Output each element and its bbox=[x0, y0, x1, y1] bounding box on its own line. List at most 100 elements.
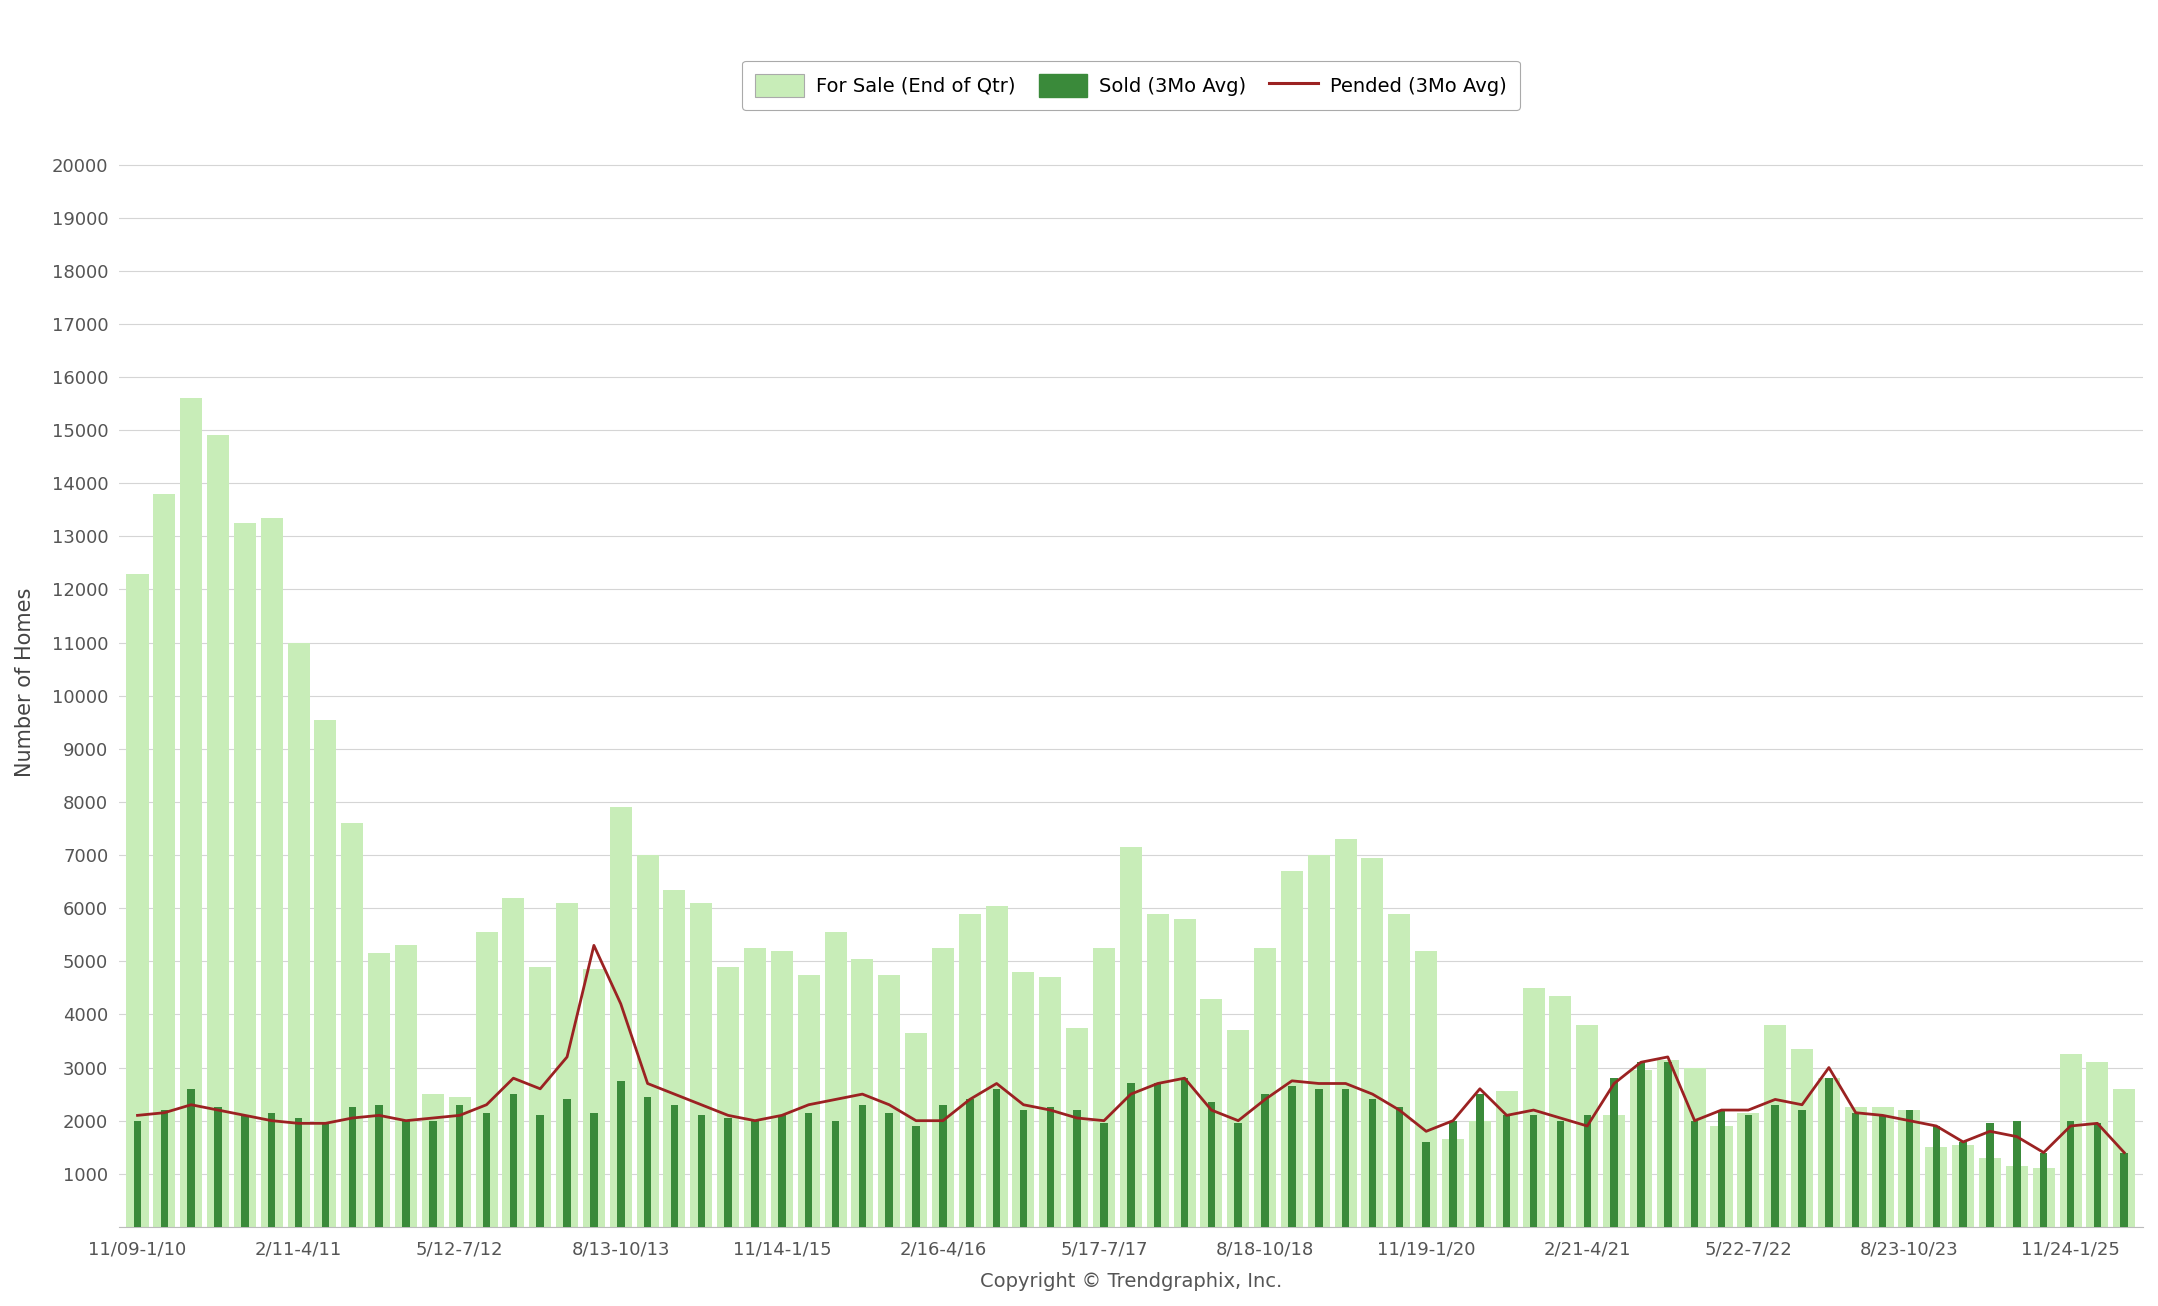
Bar bbox=[1282, 871, 1303, 1226]
Bar bbox=[1146, 913, 1170, 1226]
Bar bbox=[455, 1105, 464, 1226]
Bar bbox=[852, 959, 874, 1226]
Pended (3Mo Avg) bbox=[1655, 1049, 1681, 1064]
Bar bbox=[322, 1123, 330, 1226]
Bar bbox=[2005, 1166, 2029, 1226]
Bar bbox=[2039, 1153, 2048, 1226]
X-axis label: Copyright © Trendgraphix, Inc.: Copyright © Trendgraphix, Inc. bbox=[980, 1272, 1282, 1292]
Bar bbox=[1308, 855, 1329, 1226]
Bar bbox=[1765, 1025, 1787, 1226]
Bar bbox=[770, 951, 792, 1226]
Bar bbox=[1180, 1079, 1189, 1226]
Bar bbox=[1422, 1141, 1431, 1226]
Pended (3Mo Avg) bbox=[285, 1115, 311, 1131]
Bar bbox=[2113, 1089, 2134, 1226]
Bar bbox=[268, 1113, 276, 1226]
Bar bbox=[1575, 1025, 1599, 1226]
Bar bbox=[475, 932, 498, 1226]
Bar bbox=[663, 889, 686, 1226]
Bar bbox=[1442, 1139, 1463, 1226]
Bar bbox=[878, 974, 900, 1226]
Bar bbox=[1584, 1115, 1590, 1226]
Bar bbox=[824, 932, 846, 1226]
Bar bbox=[745, 948, 766, 1226]
Bar bbox=[1073, 1110, 1081, 1226]
Bar bbox=[2093, 1123, 2102, 1226]
Bar bbox=[831, 1121, 839, 1226]
Bar bbox=[2013, 1121, 2020, 1226]
Bar bbox=[1871, 1107, 1893, 1226]
Bar bbox=[188, 1089, 194, 1226]
Bar bbox=[611, 807, 632, 1226]
Bar bbox=[1925, 1147, 1947, 1226]
Bar bbox=[369, 953, 391, 1226]
Bar bbox=[503, 897, 524, 1226]
Bar bbox=[1368, 1100, 1377, 1226]
Bar bbox=[529, 966, 550, 1226]
Bar bbox=[1610, 1079, 1618, 1226]
Bar bbox=[375, 1105, 382, 1226]
Bar bbox=[589, 1113, 598, 1226]
Pended (3Mo Avg) bbox=[1923, 1118, 1949, 1134]
Bar bbox=[643, 1097, 652, 1226]
Bar bbox=[1450, 1121, 1457, 1226]
Bar bbox=[350, 1107, 356, 1226]
Bar bbox=[1683, 1067, 1705, 1226]
Bar bbox=[1664, 1062, 1672, 1226]
Bar bbox=[2067, 1121, 2074, 1226]
Bar bbox=[1906, 1110, 1914, 1226]
Bar bbox=[932, 948, 954, 1226]
Bar bbox=[1314, 1089, 1323, 1226]
Bar bbox=[537, 1115, 544, 1226]
Bar bbox=[1737, 1113, 1759, 1226]
Bar bbox=[1388, 913, 1411, 1226]
Bar bbox=[153, 494, 175, 1226]
Bar bbox=[1852, 1113, 1860, 1226]
Legend: For Sale (End of Qtr), Sold (3Mo Avg), Pended (3Mo Avg): For Sale (End of Qtr), Sold (3Mo Avg), P… bbox=[742, 60, 1519, 110]
Bar bbox=[1985, 1123, 1994, 1226]
Bar bbox=[1228, 1030, 1249, 1226]
Bar bbox=[401, 1121, 410, 1226]
Bar bbox=[1603, 1115, 1625, 1226]
Bar bbox=[1174, 919, 1196, 1226]
Bar bbox=[798, 974, 820, 1226]
Bar bbox=[1899, 1110, 1921, 1226]
Bar bbox=[1208, 1102, 1215, 1226]
Bar bbox=[2121, 1153, 2128, 1226]
Bar bbox=[1066, 1028, 1088, 1226]
Bar bbox=[449, 1097, 470, 1226]
Bar bbox=[1155, 1084, 1161, 1226]
Bar bbox=[1959, 1141, 1966, 1226]
Bar bbox=[1040, 977, 1062, 1226]
Bar bbox=[1234, 1123, 1243, 1226]
Bar bbox=[1817, 1079, 1841, 1226]
Bar bbox=[1396, 1107, 1403, 1226]
Bar bbox=[1524, 987, 1545, 1226]
Pended (3Mo Avg) bbox=[125, 1107, 151, 1123]
Bar bbox=[993, 1089, 1001, 1226]
Bar bbox=[1772, 1105, 1778, 1226]
Bar bbox=[939, 1105, 947, 1226]
Bar bbox=[1934, 1126, 1940, 1226]
Bar bbox=[261, 517, 283, 1226]
Bar bbox=[429, 1121, 436, 1226]
Bar bbox=[697, 1115, 706, 1226]
Bar bbox=[1629, 1070, 1653, 1226]
Bar bbox=[671, 1105, 678, 1226]
Pended (3Mo Avg) bbox=[1735, 1102, 1761, 1118]
Bar bbox=[904, 1033, 928, 1226]
Bar bbox=[287, 643, 309, 1226]
Bar bbox=[1288, 1087, 1295, 1226]
Bar bbox=[1362, 858, 1383, 1226]
Bar bbox=[637, 855, 658, 1226]
Bar bbox=[1416, 951, 1437, 1226]
Bar bbox=[1254, 948, 1275, 1226]
Bar bbox=[1826, 1079, 1832, 1226]
Bar bbox=[885, 1113, 893, 1226]
Bar bbox=[1260, 1094, 1269, 1226]
Bar bbox=[2033, 1169, 2054, 1226]
Bar bbox=[421, 1094, 445, 1226]
Bar bbox=[1495, 1092, 1517, 1226]
Pended (3Mo Avg) bbox=[1789, 1097, 1815, 1113]
Bar bbox=[1880, 1115, 1886, 1226]
